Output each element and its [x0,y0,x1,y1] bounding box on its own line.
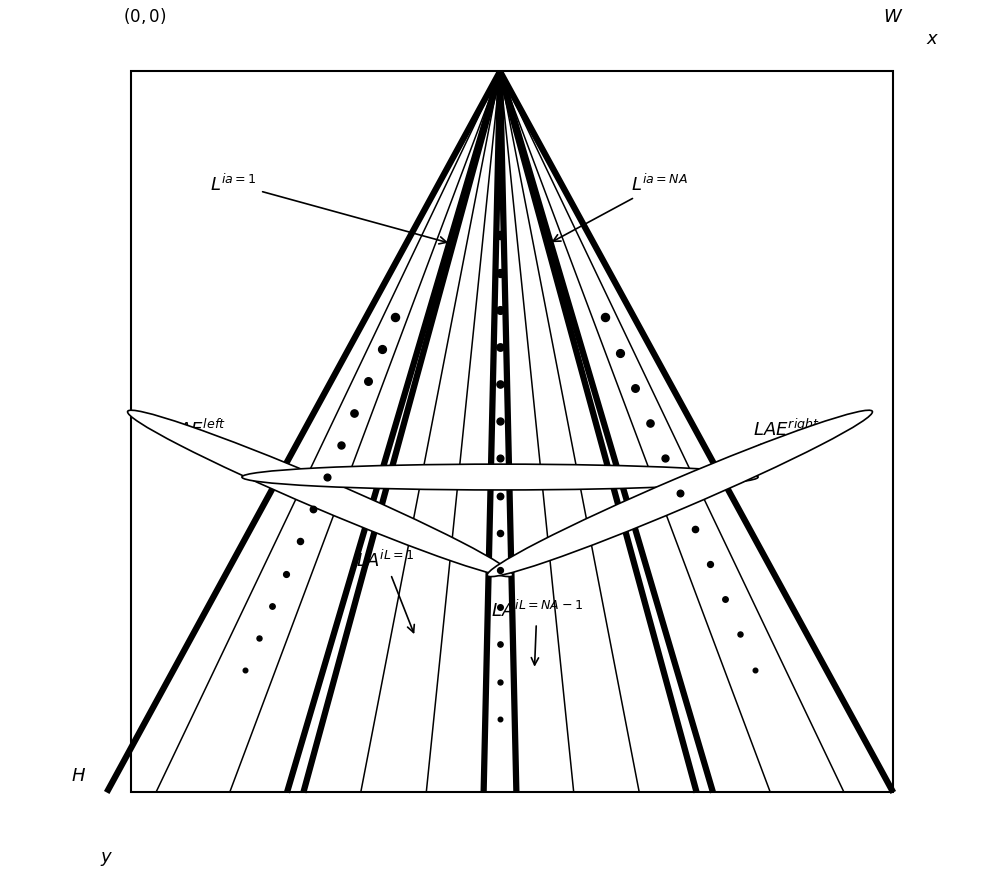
Point [333,439,349,453]
Point [642,416,658,430]
Point [732,627,748,641]
Text: $LA^{iL=NA-1}$: $LA^{iL=NA-1}$ [491,600,583,665]
Point [292,534,308,548]
Point [687,521,703,535]
Text: $LAE^{right}$: $LAE^{right}$ [715,419,820,471]
Point [360,375,376,388]
Point [251,631,267,645]
Point [492,600,508,614]
Point [319,470,335,484]
Text: $L^{ia=1}$: $L^{ia=1}$ [210,173,447,244]
Point [278,567,294,580]
Point [612,346,628,360]
Bar [131,71,893,793]
Point [492,563,508,577]
Point [492,712,508,726]
Point [492,452,508,466]
Point [492,266,508,280]
Point [305,502,321,516]
Text: $H$: $H$ [71,767,86,785]
Point [492,488,508,502]
Point [492,674,508,688]
Text: $LA^{iL=1}$: $LA^{iL=1}$ [356,550,415,633]
Text: $(0,0)$: $(0,0)$ [123,6,166,26]
Ellipse shape [128,410,513,577]
Point [237,663,253,677]
Text: $W$: $W$ [883,9,903,26]
Point [492,415,508,428]
Point [597,310,613,324]
Point [672,487,688,501]
Point [492,638,508,652]
Point [492,229,508,242]
Text: $x$: $x$ [926,30,939,48]
Point [374,342,390,356]
Point [492,377,508,391]
Text: $L^{ia=NA}$: $L^{ia=NA}$ [553,173,688,242]
Point [264,599,280,613]
Point [492,302,508,316]
Ellipse shape [487,410,872,577]
Ellipse shape [242,464,758,490]
Point [747,663,763,677]
Text: $LAE^{left}$: $LAE^{left}$ [168,419,285,471]
Point [346,407,362,421]
Point [627,381,643,395]
Point [387,310,403,324]
Point [657,451,673,465]
Point [717,592,733,606]
Point [702,557,718,571]
Text: $y$: $y$ [100,850,113,868]
Point [492,340,508,354]
Point [492,526,508,540]
